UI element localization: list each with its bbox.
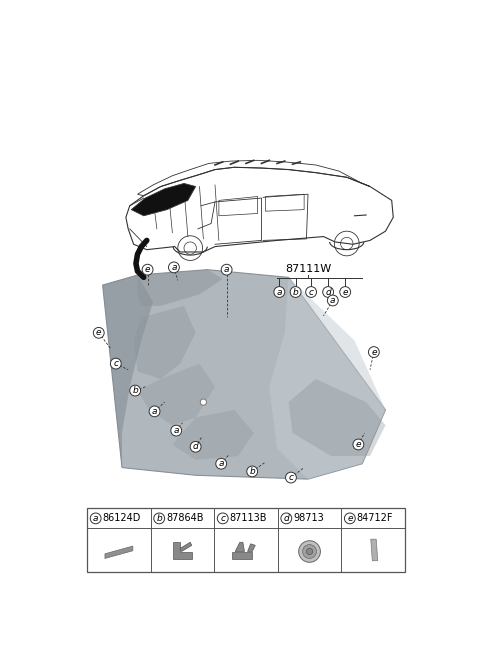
Circle shape [110, 358, 121, 369]
Text: a: a [171, 263, 177, 272]
Circle shape [190, 441, 201, 452]
Text: a: a [218, 459, 224, 468]
Circle shape [302, 544, 316, 558]
Circle shape [130, 385, 141, 396]
Text: c: c [309, 287, 313, 297]
Text: 84712F: 84712F [357, 514, 393, 523]
Circle shape [340, 287, 350, 297]
Circle shape [345, 513, 355, 523]
Text: d: d [283, 514, 289, 523]
Circle shape [171, 425, 181, 436]
Text: e: e [342, 287, 348, 297]
Circle shape [90, 513, 101, 523]
Text: b: b [249, 467, 255, 476]
Text: e: e [371, 348, 377, 357]
Text: 87111W: 87111W [285, 264, 331, 274]
Text: e: e [356, 440, 361, 449]
Text: c: c [288, 473, 293, 482]
Text: 87113B: 87113B [230, 514, 267, 523]
Circle shape [149, 406, 160, 417]
Polygon shape [172, 410, 254, 460]
Polygon shape [103, 275, 153, 468]
Polygon shape [371, 539, 378, 561]
Polygon shape [180, 543, 192, 552]
Text: b: b [132, 386, 138, 395]
Text: 87864B: 87864B [166, 514, 204, 523]
Text: b: b [293, 287, 299, 297]
Circle shape [327, 295, 338, 306]
Polygon shape [173, 543, 192, 559]
Circle shape [299, 541, 321, 562]
Circle shape [306, 548, 312, 554]
Text: a: a [224, 265, 229, 274]
Text: e: e [96, 328, 101, 337]
Circle shape [247, 466, 258, 477]
Circle shape [168, 262, 180, 273]
Polygon shape [103, 270, 385, 479]
Text: c: c [113, 359, 118, 368]
Polygon shape [137, 363, 215, 425]
Text: a: a [93, 514, 98, 523]
Text: a: a [330, 296, 336, 305]
Circle shape [142, 264, 153, 275]
Circle shape [306, 287, 316, 297]
Circle shape [369, 346, 379, 358]
Circle shape [353, 439, 364, 450]
Circle shape [217, 513, 228, 523]
Text: a: a [173, 426, 179, 435]
Polygon shape [248, 544, 255, 552]
Circle shape [281, 513, 292, 523]
Polygon shape [235, 543, 244, 552]
Text: a: a [152, 407, 157, 416]
Text: d: d [193, 442, 199, 451]
Circle shape [290, 287, 301, 297]
Text: c: c [220, 514, 225, 523]
Circle shape [274, 287, 285, 297]
Circle shape [286, 472, 296, 483]
Polygon shape [232, 552, 252, 559]
Text: a: a [276, 287, 282, 297]
Bar [87, 508, 405, 571]
Text: d: d [325, 287, 331, 297]
Polygon shape [133, 306, 196, 379]
Circle shape [216, 459, 227, 469]
Circle shape [221, 264, 232, 275]
Circle shape [323, 287, 334, 297]
Polygon shape [137, 270, 223, 306]
Polygon shape [288, 379, 385, 456]
Polygon shape [105, 546, 133, 558]
Text: e: e [347, 514, 353, 523]
Text: e: e [145, 265, 150, 274]
Polygon shape [132, 184, 196, 216]
Text: 98713: 98713 [293, 514, 324, 523]
Text: 86124D: 86124D [103, 514, 141, 523]
Circle shape [93, 327, 104, 338]
Circle shape [154, 513, 165, 523]
Text: b: b [156, 514, 162, 523]
Circle shape [200, 399, 206, 405]
Polygon shape [269, 277, 385, 479]
